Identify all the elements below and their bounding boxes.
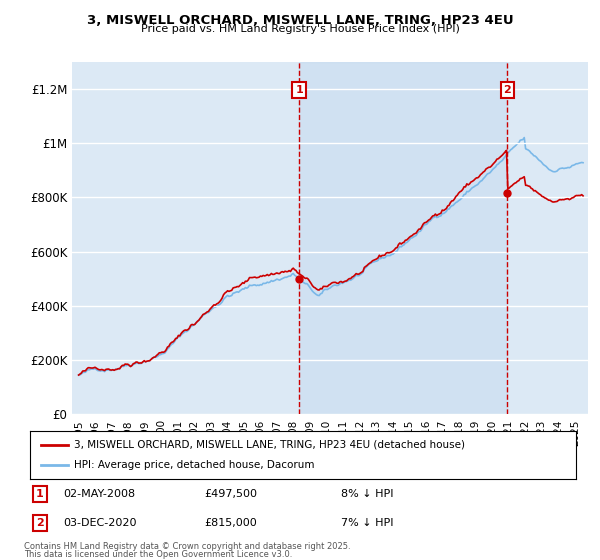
Text: £815,000: £815,000 (205, 518, 257, 528)
Text: 03-DEC-2020: 03-DEC-2020 (63, 518, 136, 528)
Text: This data is licensed under the Open Government Licence v3.0.: This data is licensed under the Open Gov… (24, 550, 292, 559)
Text: 2: 2 (36, 518, 44, 528)
Text: 02-MAY-2008: 02-MAY-2008 (63, 489, 135, 499)
Text: 3, MISWELL ORCHARD, MISWELL LANE, TRING, HP23 4EU: 3, MISWELL ORCHARD, MISWELL LANE, TRING,… (86, 14, 514, 27)
Text: 3, MISWELL ORCHARD, MISWELL LANE, TRING, HP23 4EU (detached house): 3, MISWELL ORCHARD, MISWELL LANE, TRING,… (74, 440, 464, 450)
Text: 8% ↓ HPI: 8% ↓ HPI (341, 489, 394, 499)
Bar (299, 62, 507, 414)
Text: 2: 2 (503, 85, 511, 95)
Text: Contains HM Land Registry data © Crown copyright and database right 2025.: Contains HM Land Registry data © Crown c… (24, 542, 350, 551)
Text: 7% ↓ HPI: 7% ↓ HPI (341, 518, 394, 528)
Text: Price paid vs. HM Land Registry's House Price Index (HPI): Price paid vs. HM Land Registry's House … (140, 24, 460, 34)
Text: HPI: Average price, detached house, Dacorum: HPI: Average price, detached house, Daco… (74, 460, 314, 470)
Text: £497,500: £497,500 (205, 489, 258, 499)
Text: 1: 1 (295, 85, 303, 95)
Text: 1: 1 (36, 489, 44, 499)
